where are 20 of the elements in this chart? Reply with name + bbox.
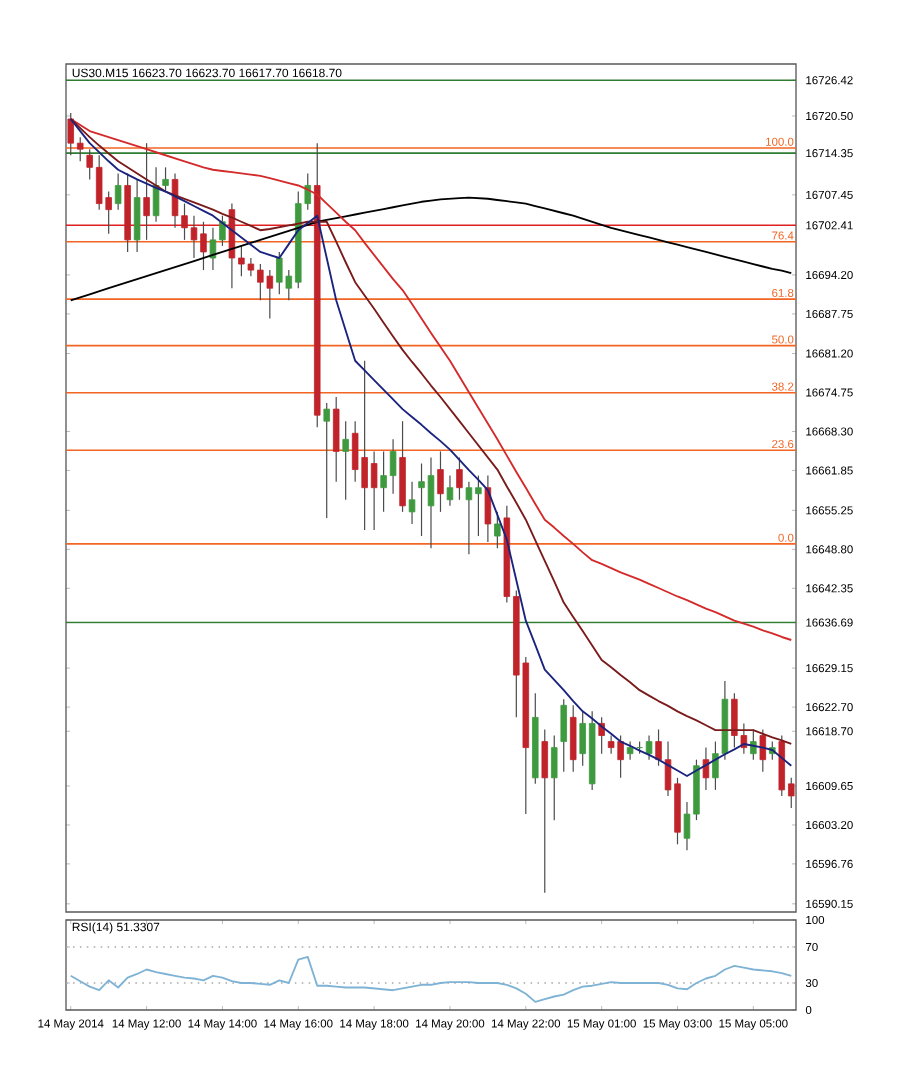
candlestick [494,511,501,549]
candlestick [332,396,340,483]
candlestick [759,728,767,773]
candlestick [342,420,349,501]
candlestick [143,142,150,241]
candlestick [323,402,330,519]
candlestick [133,178,141,253]
candlestick [541,728,549,894]
candlestick [702,747,710,791]
candlestick [114,172,122,211]
candlestick [626,740,634,761]
candlestick [551,734,558,821]
candlestick [437,450,444,513]
candlestick [569,704,577,773]
candlestick [408,481,416,525]
candlestick [456,456,463,501]
candlestick [484,475,492,543]
candlestick [560,698,567,773]
candlestick [645,734,653,761]
candlestick [446,475,454,507]
